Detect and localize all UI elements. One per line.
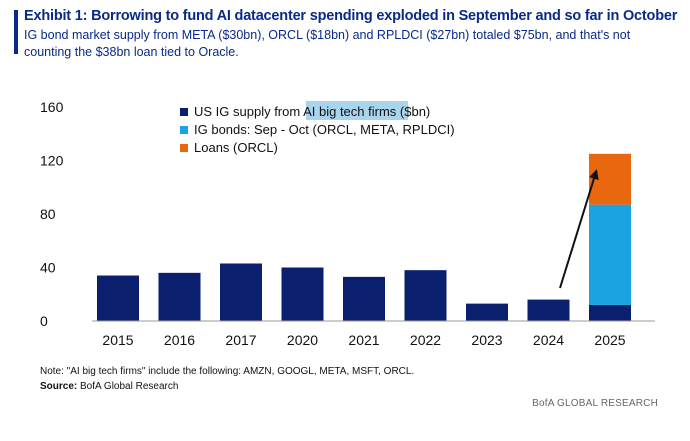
chart-title: Exhibit 1: Borrowing to fund AI datacent… xyxy=(24,8,678,24)
bar-2020-series-0 xyxy=(281,267,324,321)
legend-swatch-us-ig xyxy=(180,108,188,116)
bar-2025-series-1 xyxy=(589,204,631,305)
source-text: BofA Global Research xyxy=(77,381,179,392)
x-tick-label-2016: 2016 xyxy=(164,332,195,348)
x-tick-label-2023: 2023 xyxy=(471,332,502,348)
x-axis-ticks: 2015 2016 2017 2020 2021 2022 2023 2024 2025 xyxy=(102,332,625,348)
y-tick-label-120: 120 xyxy=(40,153,64,169)
chart-subtitle: IG bond market supply from META ($30bn),… xyxy=(24,28,631,59)
x-tick-label-2017: 2017 xyxy=(225,332,256,348)
y-tick-label-80: 80 xyxy=(40,206,56,222)
bar-2023-series-0 xyxy=(466,303,508,321)
x-tick-label-2022: 2022 xyxy=(410,332,441,348)
bar-2024-series-0 xyxy=(527,299,570,321)
bar-2022-series-0 xyxy=(404,270,447,321)
bar-2025-series-2 xyxy=(589,153,631,205)
x-tick-label-2024: 2024 xyxy=(533,332,564,348)
bar-2021-series-0 xyxy=(343,276,385,321)
y-tick-label-160: 160 xyxy=(40,99,64,115)
bar-2016-series-0 xyxy=(158,272,201,321)
y-tick-label-0: 0 xyxy=(40,313,48,329)
legend-label-us-ig: US IG supply from AI big tech firms ($bn… xyxy=(194,104,430,119)
trend-arrow xyxy=(559,169,599,289)
legend-highlight xyxy=(306,101,408,120)
brand-mark: BofA GLOBAL RESEARCH xyxy=(532,398,658,409)
bar-2015-series-0 xyxy=(97,275,139,321)
source-line: Source: BofA Global Research xyxy=(40,381,178,392)
legend-label-loans: Loans (ORCL) xyxy=(194,140,278,155)
y-tick-label-40: 40 xyxy=(40,260,56,276)
legend-label-us-ig-suffix: ($bn) xyxy=(396,104,430,119)
legend-label-us-ig-highlight: AI big tech firms xyxy=(303,104,397,119)
source-label: Source: xyxy=(40,381,78,392)
footnote: Note: "AI big tech firms" include the fo… xyxy=(40,366,415,377)
x-tick-label-2020: 2020 xyxy=(287,332,318,348)
legend-swatch-loans xyxy=(180,144,188,152)
title-accent-bar xyxy=(14,10,18,54)
x-tick-label-2025: 2025 xyxy=(594,332,625,348)
legend-swatch-ig-bonds xyxy=(180,126,188,134)
legend-label-us-ig-prefix: US IG supply from xyxy=(194,104,303,119)
y-axis-ticks: 0 40 80 120 160 xyxy=(40,99,64,329)
legend-label-ig-bonds: IG bonds: Sep - Oct (ORCL, META, RPLDCI) xyxy=(194,122,455,137)
legend: US IG supply from AI big tech firms ($bn… xyxy=(180,101,455,155)
x-tick-label-2015: 2015 xyxy=(102,332,133,348)
bar-2017-series-0 xyxy=(220,263,262,321)
bar-2025-series-0 xyxy=(589,304,631,321)
x-tick-label-2021: 2021 xyxy=(348,332,379,348)
bar-group xyxy=(97,153,631,321)
